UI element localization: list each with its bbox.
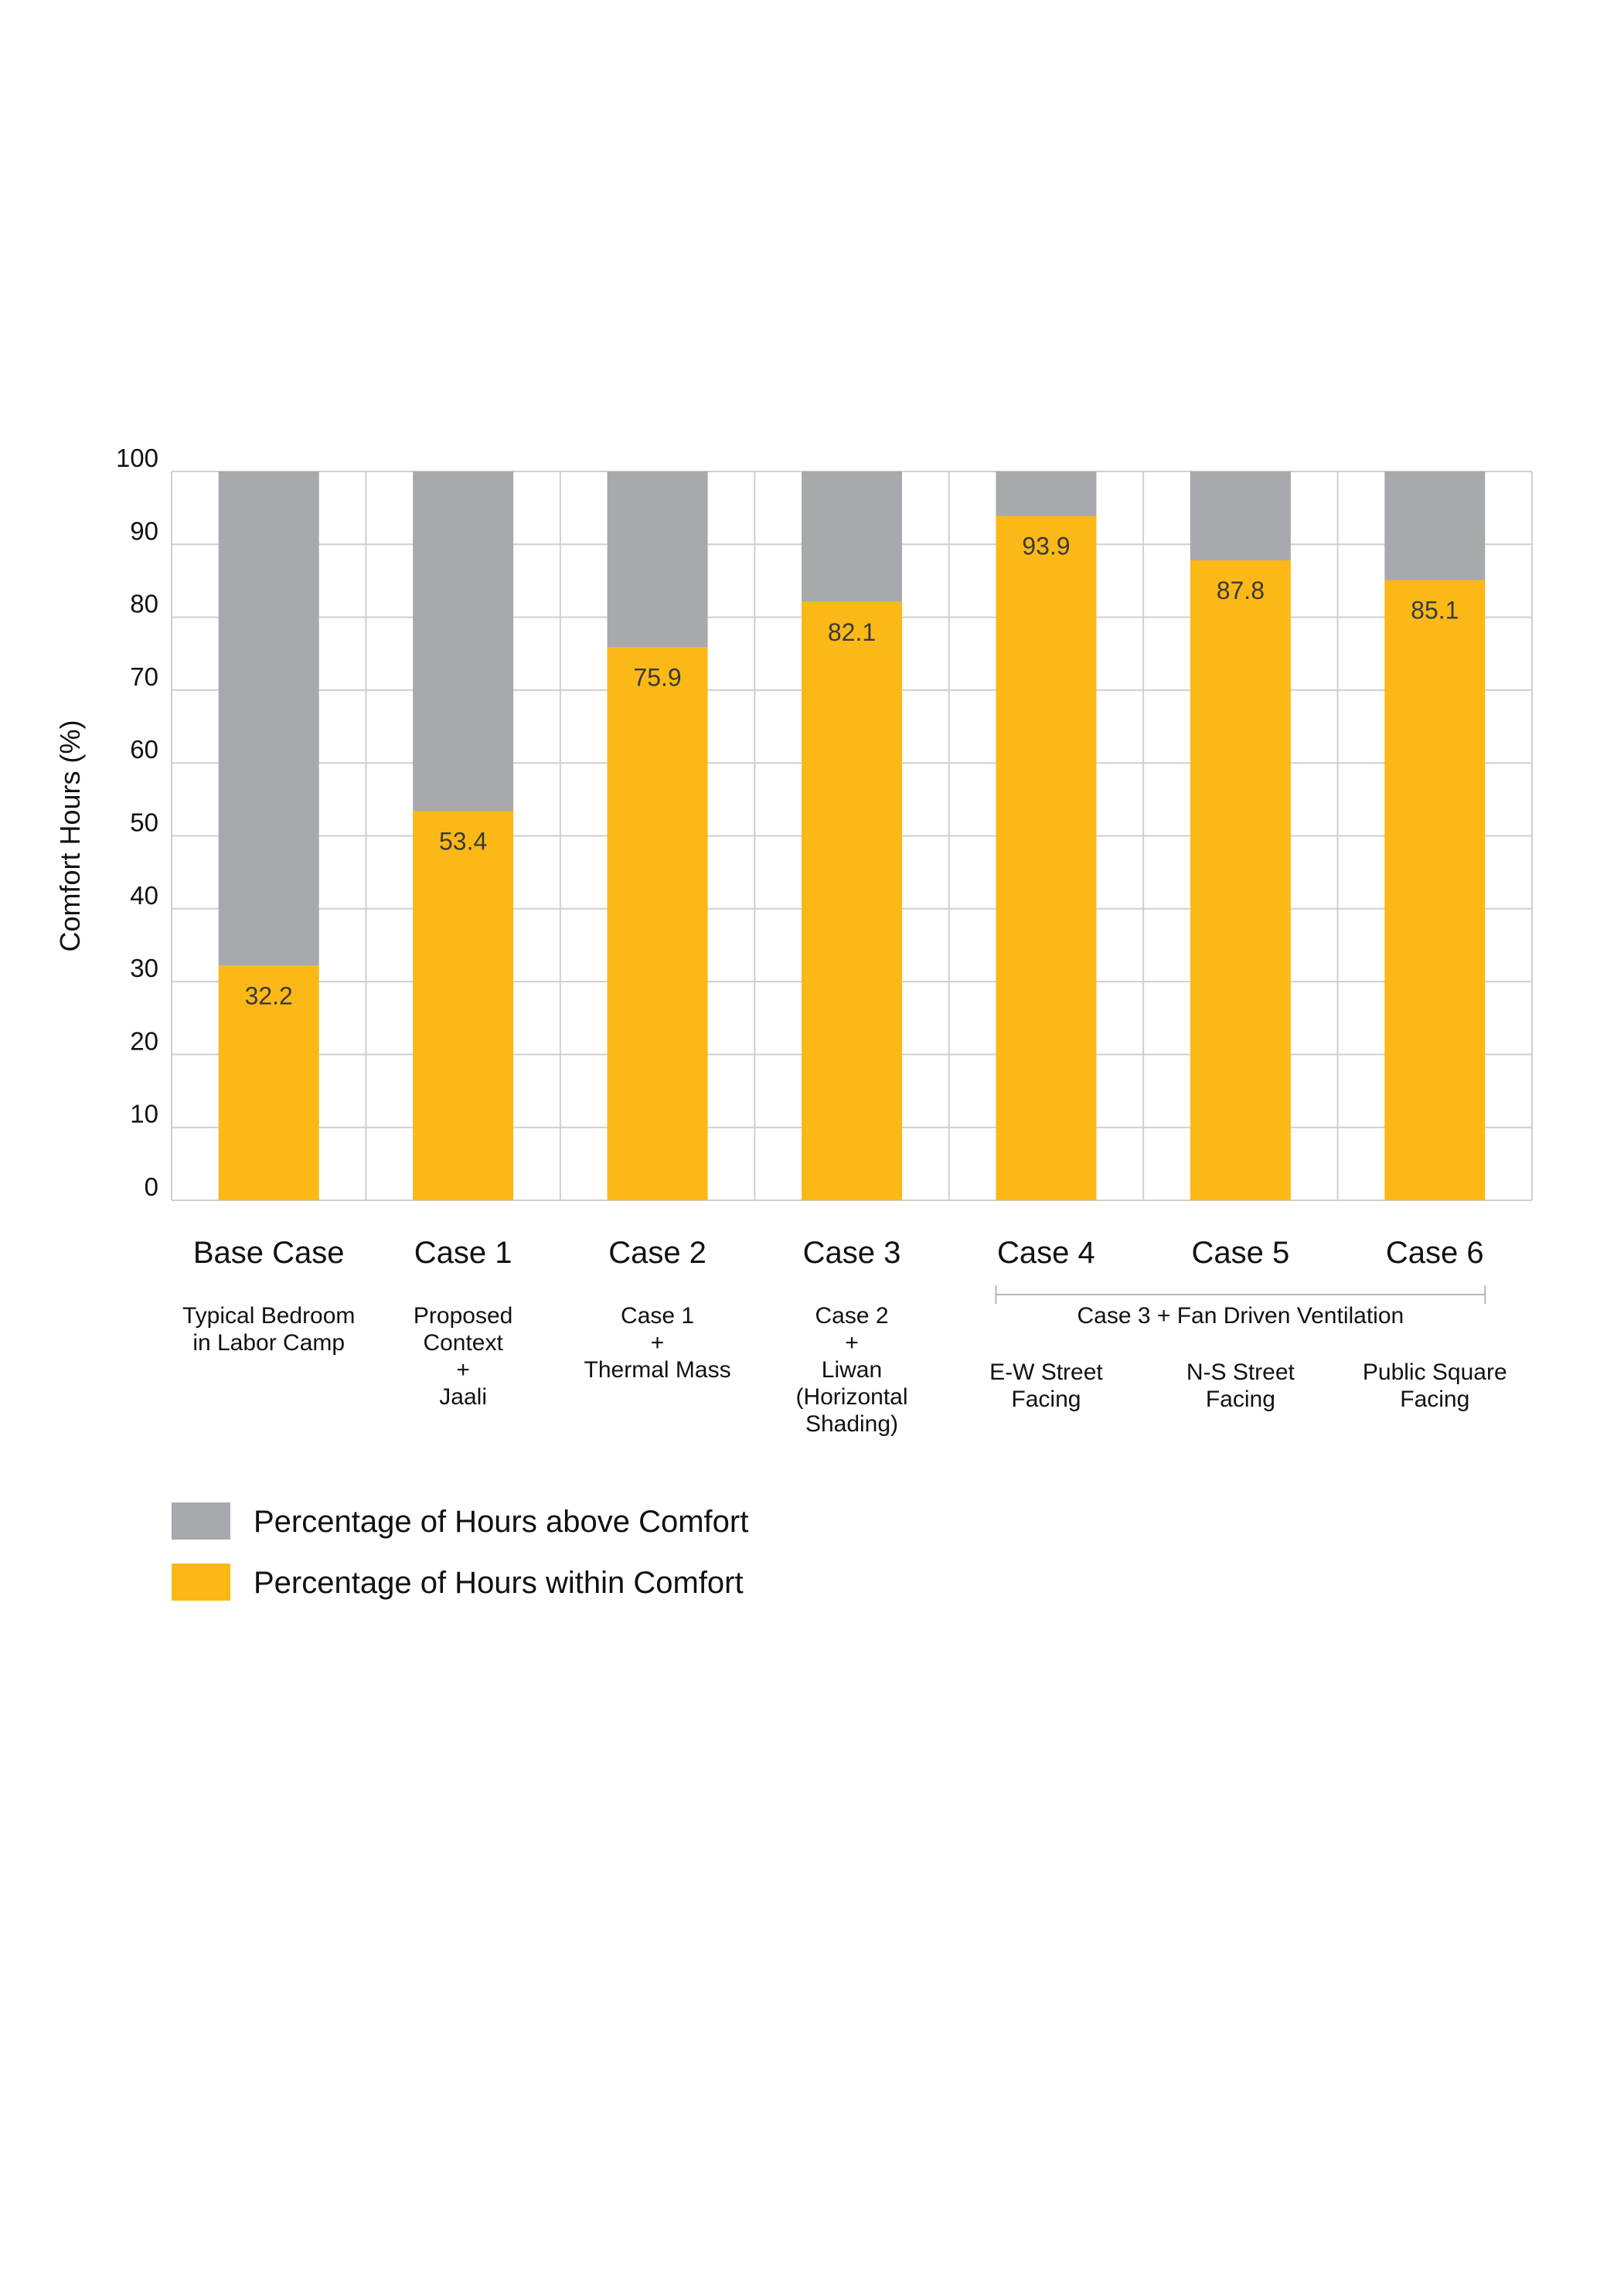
category-label-3: Case 3 [803, 1236, 901, 1270]
value-label-6: 85.1 [1411, 597, 1459, 624]
legend-swatch-above [172, 1502, 230, 1540]
description-2-line-2: Thermal Mass [584, 1357, 731, 1383]
value-label-0: 32.2 [245, 982, 293, 1009]
category-label-4: Case 4 [997, 1236, 1095, 1270]
category-label-2: Case 2 [608, 1236, 706, 1270]
description-2-line-0: Case 1 [621, 1303, 694, 1329]
y-tick-label-10: 10 [130, 1100, 158, 1128]
bar-within-comfort-5 [1190, 560, 1291, 1200]
bar-above-comfort-2 [607, 471, 708, 648]
description-3-line-0: Case 2 [815, 1303, 888, 1329]
legend-label-above: Percentage of Hours above Comfort [254, 1505, 748, 1539]
bar-within-comfort-6 [1384, 580, 1486, 1200]
description-6-line-0: Public Square [1363, 1359, 1507, 1385]
bar-within-comfort-2 [607, 647, 708, 1200]
description-5-line-1: Facing [1206, 1387, 1275, 1412]
y-tick-label-50: 50 [130, 808, 158, 837]
legend-swatch-within [172, 1564, 230, 1601]
description-0-line-1: in Labor Camp [192, 1330, 345, 1356]
labels-layer: 32.2 53.4 75.9 82.1 93.9 87.8 85.1 Base Case Cas… [182, 533, 1507, 1437]
bar-above-comfort-5 [1190, 471, 1291, 561]
description-3-line-1: + [845, 1330, 859, 1356]
category-label-1: Case 1 [414, 1236, 512, 1270]
value-label-4: 93.9 [1022, 533, 1070, 560]
description-4-line-0: E-W Street [989, 1359, 1103, 1385]
y-tick-label-70: 70 [130, 662, 158, 691]
group-annotation-label: Case 3 + Fan Driven Ventilation [1077, 1303, 1404, 1329]
value-label-5: 87.8 [1217, 577, 1265, 604]
description-1-line-1: Context [423, 1330, 503, 1356]
description-3-line-2: Liwan [822, 1357, 882, 1383]
legend-label-within: Percentage of Hours within Comfort [254, 1566, 744, 1600]
y-tick-label-80: 80 [130, 590, 158, 618]
description-5-line-0: N-S Street [1187, 1359, 1295, 1385]
category-label-6: Case 6 [1386, 1236, 1484, 1270]
description-0-line-0: Typical Bedroom [182, 1303, 355, 1329]
bar-within-comfort-1 [413, 811, 514, 1200]
bar-within-comfort-3 [802, 601, 902, 1200]
bar-within-comfort-0 [218, 965, 319, 1200]
y-tick-label-40: 40 [130, 881, 158, 910]
bars-layer [218, 471, 1486, 1200]
description-1-line-3: Jaali [439, 1384, 487, 1410]
description-1-line-0: Proposed [414, 1303, 512, 1329]
value-label-3: 82.1 [828, 618, 876, 646]
y-axis-title: Comfort Hours (%) [54, 720, 86, 951]
axes-layer: 0 10 20 30 40 50 60 70 80 90 100 Comfort Hours (%) [54, 444, 158, 1201]
description-3-line-4: Shading) [805, 1411, 898, 1437]
description-6-line-1: Facing [1400, 1387, 1469, 1412]
category-label-0: Base Case [193, 1236, 345, 1270]
y-tick-label-90: 90 [130, 516, 158, 545]
bar-above-comfort-3 [802, 471, 902, 602]
bar-above-comfort-1 [413, 471, 514, 812]
y-tick-label-30: 30 [130, 954, 158, 982]
y-tick-label-20: 20 [130, 1026, 158, 1055]
y-tick-label-0: 0 [145, 1172, 158, 1201]
bar-above-comfort-0 [218, 471, 319, 966]
category-label-5: Case 5 [1191, 1236, 1289, 1270]
value-label-2: 75.9 [633, 663, 681, 691]
description-3-line-3: (Horizontal [795, 1384, 907, 1410]
description-4-line-1: Facing [1011, 1387, 1081, 1412]
y-tick-label-100: 100 [116, 444, 158, 472]
description-1-line-2: + [456, 1357, 470, 1383]
y-tick-label-60: 60 [130, 735, 158, 764]
bar-above-comfort-6 [1384, 471, 1486, 580]
bar-above-comfort-4 [996, 471, 1097, 516]
bar-within-comfort-4 [996, 516, 1097, 1200]
legend: Percentage of Hours above Comfort Percent… [172, 1502, 748, 1601]
description-2-line-1: + [651, 1330, 665, 1356]
value-label-1: 53.4 [439, 827, 487, 855]
